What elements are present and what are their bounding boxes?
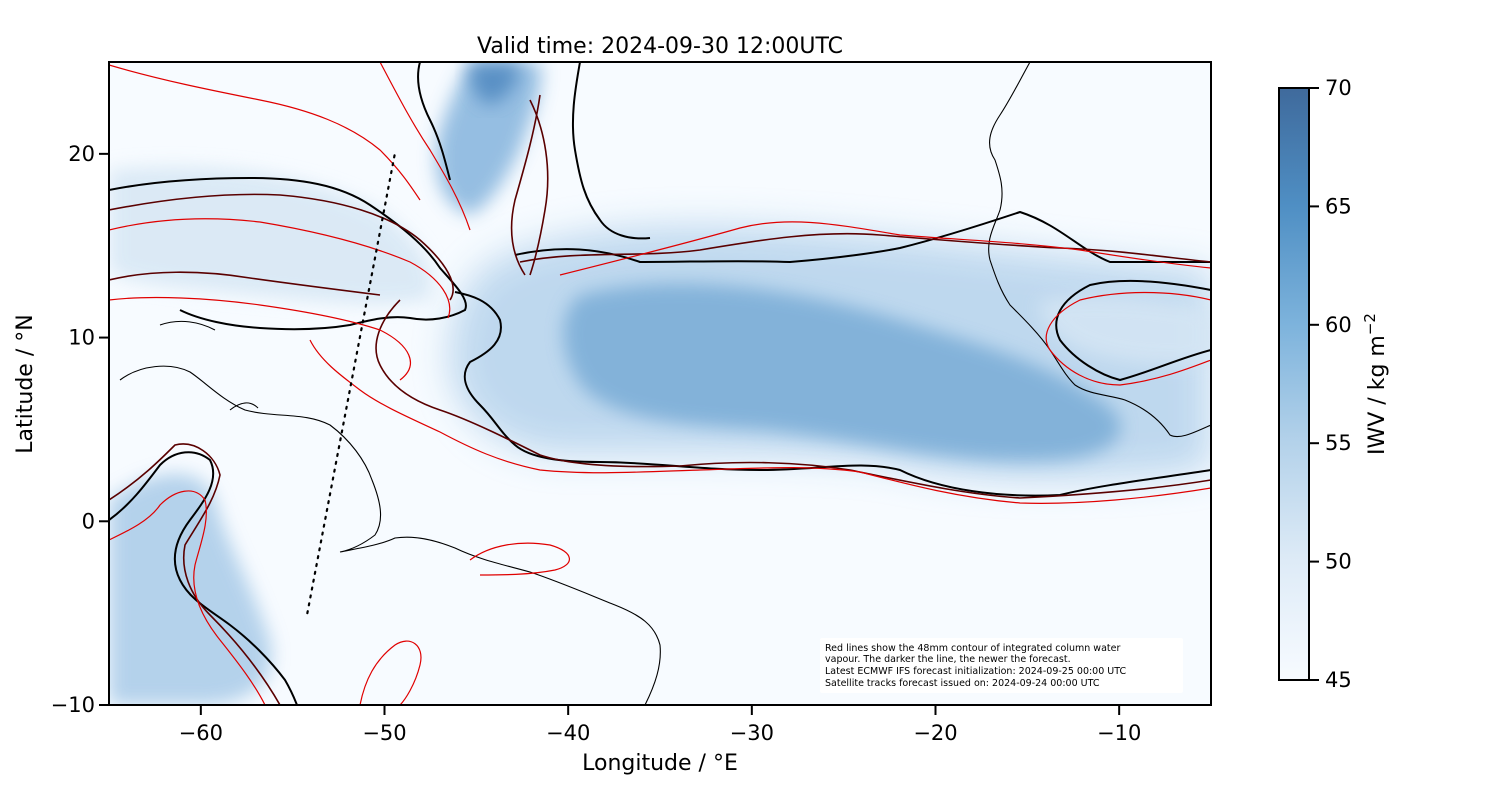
contour-caribbean-black [109, 176, 467, 331]
contour-main-black [454, 210, 1211, 497]
colorbar-tick-label: 65 [1325, 194, 1352, 218]
contour-north-black [417, 62, 651, 240]
iwv-plume-north [436, 62, 541, 215]
iwv-caribbean [109, 166, 433, 305]
colorbar-gradient [1278, 87, 1310, 681]
y-axis-label: Latitude / °N [13, 314, 38, 453]
contour-carib-red [109, 218, 451, 381]
colorbar-label: IWV / kg m−2 [1361, 313, 1390, 455]
y-tick-label: 10 [68, 326, 95, 350]
iwv-field [109, 62, 1211, 705]
x-tick-label: −40 [546, 721, 590, 745]
iwv-plume-north-core [469, 62, 520, 105]
contour-sw-darkred [109, 443, 281, 705]
satellite-track [306, 149, 397, 615]
x-axis: −60 −50 −40 −30 −20 −10 [179, 705, 1141, 745]
annotation-background [820, 638, 1183, 693]
colorbar-label-text: IWV / kg m [1365, 335, 1390, 455]
contour-north-red [109, 62, 471, 231]
contours-black [109, 62, 1211, 705]
contour-sw-red [109, 490, 266, 705]
annotation-line-2: vapour. The darker the line, the newer t… [825, 654, 1071, 665]
colorbar-label-sup: −2 [1361, 313, 1379, 335]
contour-plume-darkred [510, 94, 549, 276]
colorbar: 45 50 55 60 65 70 IWV / kg m−2 [1278, 76, 1390, 692]
x-tick-label: −20 [913, 721, 957, 745]
coastline-africa [988, 62, 1211, 438]
colorbar-tick-label: 60 [1325, 313, 1352, 337]
annotation-line-1: Red lines show the 48mm contour of integ… [825, 643, 1120, 654]
x-axis-label: Longitude / °E [582, 751, 738, 776]
colorbar-tick-label: 55 [1325, 431, 1352, 455]
annotation-line-4: Satellite tracks forecast issued on: 202… [825, 678, 1100, 689]
annotation-line-3: Latest ECMWF IFS forecast initialization… [825, 666, 1126, 677]
contour-carib-darkred [109, 193, 454, 301]
x-tick-label: −30 [730, 721, 774, 745]
contour-sw-black [109, 451, 298, 705]
chart-title: Valid time: 2024-09-30 12:00UTC [477, 34, 843, 59]
colorbar-tick-label: 50 [1325, 550, 1352, 574]
contour-main-red [309, 221, 1211, 504]
x-tick-label: −10 [1097, 721, 1141, 745]
x-tick-label: −50 [362, 721, 406, 745]
contour-south-red [359, 542, 570, 705]
annotation-box: Red lines show the 48mm contour of integ… [820, 638, 1183, 693]
iwv-band-core [563, 283, 1121, 462]
coastline-south-america [119, 365, 661, 705]
y-tick-label: 20 [68, 142, 95, 166]
x-tick-label: −60 [179, 721, 223, 745]
colorbar-ticks: 45 50 55 60 65 70 [1309, 76, 1352, 692]
colorbar-tick-label: 70 [1325, 76, 1352, 100]
y-tick-label: −10 [51, 693, 95, 717]
coastline-caribbean-islands [159, 320, 259, 411]
contours-red [109, 62, 1211, 705]
colorbar-tick-label: 45 [1325, 668, 1352, 692]
y-tick-label: 0 [82, 509, 95, 533]
plot-area: Red lines show the 48mm contour of integ… [109, 62, 1211, 705]
y-axis: −10 0 10 20 [51, 142, 109, 717]
contour-east-red [1045, 291, 1211, 386]
coastlines [119, 62, 1211, 705]
iwv-east-atlantic [1039, 295, 1211, 366]
plot-frame [108, 61, 1212, 706]
iwv-sw-region [109, 473, 272, 705]
